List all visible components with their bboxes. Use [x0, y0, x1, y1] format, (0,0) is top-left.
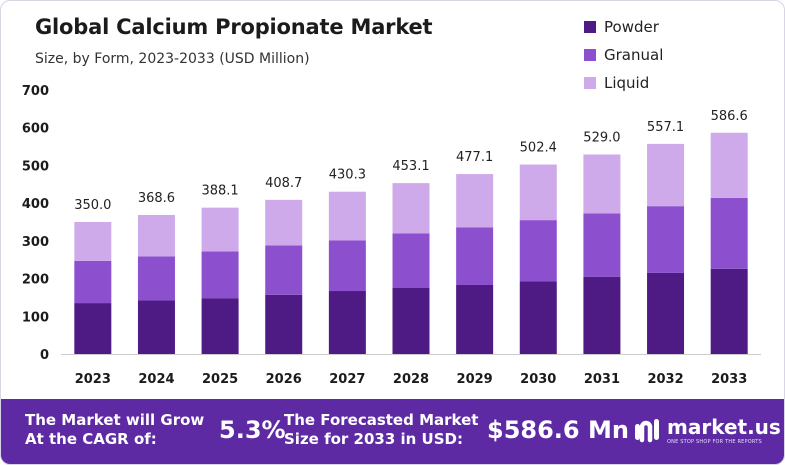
- bar-segment-liquid: [456, 174, 494, 228]
- bar-total-label: 388.1: [201, 184, 238, 199]
- bar-segment-granual: [201, 251, 239, 299]
- bar-segment-granual: [328, 240, 366, 292]
- y-tick-label: 0: [40, 348, 49, 363]
- bar-segment-granual: [710, 197, 748, 269]
- market-us-logo[interactable]: market.us ONE STOP SHOP FOR THE REPORTS: [633, 413, 783, 453]
- x-tick-label: 2024: [138, 372, 174, 387]
- legend-item-liquid: Liquid: [584, 69, 663, 97]
- legend-item-powder: Powder: [584, 13, 663, 41]
- bar-segment-powder: [201, 298, 239, 354]
- bar-segment-liquid: [647, 143, 685, 207]
- bar-segment-liquid: [710, 132, 748, 198]
- y-tick-label: 200: [22, 273, 49, 288]
- bar-segment-powder: [583, 276, 621, 354]
- bar-total-label: 430.3: [329, 168, 366, 183]
- bar-total-label: 350.0: [74, 198, 111, 213]
- x-tick-label: 2031: [584, 372, 620, 387]
- bar-segment-powder: [647, 272, 685, 354]
- y-tick-label: 600: [22, 122, 49, 137]
- x-tick-label: 2028: [393, 372, 429, 387]
- x-tick-label: 2033: [711, 372, 747, 387]
- y-tick-label: 500: [22, 159, 49, 174]
- bar-segment-powder: [710, 268, 748, 354]
- y-tick-label: 700: [22, 84, 49, 99]
- x-tick-label: 2025: [202, 372, 238, 387]
- bar-total-label: 586.6: [711, 109, 748, 124]
- bar-segment-liquid: [392, 183, 430, 234]
- bar-segment-granual: [74, 260, 112, 304]
- bar-total-label: 368.6: [138, 191, 175, 206]
- footer-banner: The Market will Grow At the CAGR of: 5.3…: [1, 399, 784, 464]
- bar-segment-powder: [519, 281, 557, 354]
- bar-segment-granual: [392, 233, 430, 288]
- y-tick-label: 300: [22, 235, 49, 250]
- y-tick-label: 400: [22, 197, 49, 212]
- x-tick-label: 2029: [457, 372, 493, 387]
- legend-swatch-powder: [584, 21, 596, 33]
- bar-total-label: 529.0: [583, 130, 620, 145]
- bar-total-label: 477.1: [456, 150, 493, 165]
- bar-segment-liquid: [265, 199, 303, 246]
- bar-segment-powder: [74, 303, 112, 354]
- x-tick-label: 2032: [647, 372, 683, 387]
- bar-segment-liquid: [328, 191, 366, 241]
- chart-subtitle: Size, by Form, 2023-2033 (USD Million): [35, 51, 310, 67]
- bar-segment-powder: [137, 300, 175, 354]
- bar-segment-granual: [137, 256, 175, 301]
- bar-segment-powder: [265, 294, 303, 354]
- bar-segment-granual: [265, 245, 303, 295]
- y-tick-label: 100: [22, 310, 49, 325]
- bar-segment-granual: [456, 227, 494, 285]
- chart-title: Global Calcium Propionate Market: [35, 15, 433, 39]
- bar-segment-powder: [456, 284, 494, 354]
- bar-segment-liquid: [74, 222, 112, 261]
- bar-segment-granual: [519, 220, 557, 282]
- bar-segment-powder: [392, 288, 430, 354]
- bar-total-label: 502.4: [520, 141, 557, 156]
- bar-segment-liquid: [519, 164, 557, 221]
- x-tick-label: 2026: [266, 372, 302, 387]
- bar-total-label: 408.7: [265, 176, 302, 191]
- footer-cagr-text: The Market will Grow At the CAGR of:: [25, 411, 205, 448]
- bar-segment-liquid: [137, 214, 175, 257]
- legend-label-liquid: Liquid: [604, 74, 650, 92]
- legend-label-powder: Powder: [604, 18, 659, 36]
- bar-total-label: 453.1: [392, 159, 429, 174]
- legend-swatch-liquid: [584, 77, 596, 89]
- bar-segment-liquid: [583, 154, 621, 214]
- bar-total-label: 557.1: [647, 120, 684, 135]
- legend-label-granual: Granual: [604, 46, 664, 64]
- bar-segment-liquid: [201, 207, 239, 252]
- x-tick-label: 2027: [329, 372, 365, 387]
- legend-swatch-granual: [584, 49, 596, 61]
- footer-forecast-value: $586.6 Mn: [487, 416, 629, 444]
- footer-cagr-value: 5.3%: [219, 416, 286, 444]
- market-us-logo-icon: [635, 419, 659, 443]
- x-tick-label: 2023: [75, 372, 111, 387]
- bar-chart-plot: 0 100 200 300 400 500 600 700 350.0 2023 368.6 2024…: [22, 84, 761, 387]
- logo-tagline: ONE STOP SHOP FOR THE REPORTS: [667, 439, 762, 445]
- logo-text: market.us: [667, 415, 781, 439]
- legend-item-granual: Granual: [584, 41, 663, 69]
- chart-legend: Powder Granual Liquid: [584, 13, 663, 97]
- footer-forecast-text: The Forecasted Market Size for 2033 in U…: [284, 411, 479, 448]
- bar-segment-granual: [583, 213, 621, 277]
- x-tick-label: 2030: [520, 372, 556, 387]
- bar-segment-powder: [328, 291, 366, 354]
- bar-segment-granual: [647, 206, 685, 273]
